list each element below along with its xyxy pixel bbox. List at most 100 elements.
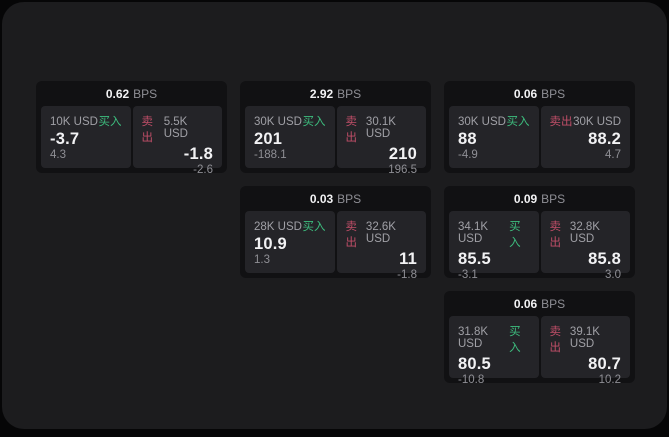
sell-side-label: 卖出 [549,326,562,354]
quote-card: 0.06 BPS 31.8K USD 买入 80.5 -10.8 卖出 39.1K… [444,291,635,386]
buy-sub-value: -10.8 [458,374,485,386]
sell-price: 80.7 [588,355,621,373]
buy-sub-value: -188.1 [254,149,287,161]
sell-notional: 5.5K USD [163,116,188,140]
sell-side-label: 卖出 [549,221,562,249]
bps-value: 0.09 [513,192,538,206]
buy-notional: 30K USD [254,116,302,128]
bps-value: 0.06 [513,297,538,311]
sell-sub-value: -2.6 [193,164,213,176]
bps-unit-label: BPS [541,192,566,206]
card-header: 0.06 BPS [444,291,635,316]
bps-unit-label: BPS [133,87,158,101]
buy-quote-panel[interactable]: 30K USD 买入 201 -188.1 [245,106,335,168]
card-header: 2.92 BPS [240,81,431,106]
bps-unit-label: BPS [337,192,362,206]
sell-notional: 39.1K USD [569,326,600,350]
quotes-board: 0.62 BPS 10K USD 买入 -3.7 4.3 卖出 5.5K USD … [2,2,667,429]
sell-price: 88.2 [588,129,621,148]
buy-panel-header: 10K USD 买入 [50,113,122,129]
sell-side-label: 卖出 [345,221,358,249]
buy-sub-value: -3.1 [458,269,478,281]
sell-notional: 30K USD [573,116,621,128]
sell-quote-panel[interactable]: 卖出 5.5K USD -1.8 -2.6 [132,106,222,176]
buy-notional: 10K USD [50,116,98,128]
sell-panel-header: 卖出 39.1K USD [550,323,622,355]
sell-price: 210 [388,145,417,163]
sell-panel-header: 卖出 30.1K USD [346,113,418,145]
buy-panel-header: 30K USD 买入 [254,113,326,129]
sell-panel-header: 卖出 30K USD [550,113,622,129]
sell-sub-value: -1.8 [397,269,417,281]
buy-sub-value: 4.3 [50,149,66,161]
card-header: 0.06 BPS [444,81,635,106]
buy-quote-panel[interactable]: 34.1K USD 买入 85.5 -3.1 [449,211,539,281]
sell-side-label: 卖出 [345,116,358,144]
buy-side-label: 买入 [302,221,326,233]
buy-side-label: 买入 [302,116,326,128]
card-body: 30K USD 买入 88 -4.9 卖出 30K USD 88.2 4.7 [444,106,635,173]
sell-notional: 32.8K USD [569,221,600,245]
buy-notional: 28K USD [254,221,302,233]
buy-panel-header: 34.1K USD 买入 [458,218,530,250]
buy-side-label: 买入 [509,221,521,249]
bps-value: 2.92 [309,87,334,101]
buy-price: 88 [458,129,477,148]
buy-quote-panel[interactable]: 10K USD 买入 -3.7 4.3 [41,106,131,168]
quote-card: 0.03 BPS 28K USD 买入 10.9 1.3 卖出 32.6K USD… [240,186,431,281]
buy-panel-header: 30K USD 买入 [458,113,530,129]
card-body: 34.1K USD 买入 85.5 -3.1 卖出 32.8K USD 85.8… [444,211,635,281]
bps-value: 0.03 [309,192,334,206]
sell-side-label: 卖出 [141,116,154,144]
bps-value: 0.06 [513,87,538,101]
buy-price: 85.5 [458,250,491,268]
sell-sub-value: 10.2 [598,374,621,386]
sell-side-label: 卖出 [549,116,573,128]
buy-quote-panel[interactable]: 30K USD 买入 88 -4.9 [449,106,539,168]
sell-quote-panel[interactable]: 卖出 30K USD 88.2 4.7 [540,106,630,168]
card-body: 28K USD 买入 10.9 1.3 卖出 32.6K USD 11 -1.8 [240,211,431,281]
bps-unit-label: BPS [541,297,566,311]
sell-quote-panel[interactable]: 卖出 32.6K USD 11 -1.8 [336,211,426,281]
buy-price: -3.7 [50,129,80,148]
sell-price: 11 [399,250,417,268]
buy-sub-value: -4.9 [458,149,478,161]
buy-price: 80.5 [458,355,491,373]
quote-card: 0.09 BPS 34.1K USD 买入 85.5 -3.1 卖出 32.8K … [444,186,635,281]
sell-quote-panel[interactable]: 卖出 32.8K USD 85.8 3.0 [540,211,630,281]
buy-quote-panel[interactable]: 28K USD 买入 10.9 1.3 [245,211,335,273]
buy-sub-value: 1.3 [254,254,270,266]
bps-value: 0.62 [105,87,130,101]
buy-notional: 30K USD [458,116,506,128]
sell-panel-header: 卖出 5.5K USD [142,113,214,145]
card-body: 10K USD 买入 -3.7 4.3 卖出 5.5K USD -1.8 -2.… [36,106,227,176]
quote-card: 2.92 BPS 30K USD 买入 201 -188.1 卖出 30.1K U… [240,81,431,176]
card-header: 0.09 BPS [444,186,635,211]
buy-price: 201 [254,129,283,148]
bps-unit-label: BPS [337,87,362,101]
buy-side-label: 买入 [98,116,122,128]
sell-sub-value: 3.0 [605,269,621,281]
sell-quote-panel[interactable]: 卖出 30.1K USD 210 196.5 [336,106,426,176]
quote-card: 0.06 BPS 30K USD 买入 88 -4.9 卖出 30K USD 88… [444,81,635,173]
sell-price: -1.8 [183,145,213,163]
quote-card: 0.62 BPS 10K USD 买入 -3.7 4.3 卖出 5.5K USD … [36,81,227,176]
buy-price: 10.9 [254,234,287,253]
card-body: 30K USD 买入 201 -188.1 卖出 30.1K USD 210 1… [240,106,431,176]
sell-sub-value: 4.7 [605,149,621,161]
buy-panel-header: 28K USD 买入 [254,218,326,234]
sell-quote-panel[interactable]: 卖出 39.1K USD 80.7 10.2 [540,316,630,386]
sell-notional: 32.6K USD [365,221,396,245]
sell-price: 85.8 [588,250,621,268]
sell-panel-header: 卖出 32.8K USD [550,218,622,250]
buy-notional: 31.8K USD [458,326,489,350]
buy-side-label: 买入 [506,116,530,128]
bps-unit-label: BPS [541,87,566,101]
card-header: 0.03 BPS [240,186,431,211]
card-body: 31.8K USD 买入 80.5 -10.8 卖出 39.1K USD 80.… [444,316,635,386]
sell-panel-header: 卖出 32.6K USD [346,218,418,250]
buy-quote-panel[interactable]: 31.8K USD 买入 80.5 -10.8 [449,316,539,386]
buy-notional: 34.1K USD [458,221,489,245]
buy-panel-header: 31.8K USD 买入 [458,323,530,355]
sell-sub-value: 196.5 [388,164,417,176]
